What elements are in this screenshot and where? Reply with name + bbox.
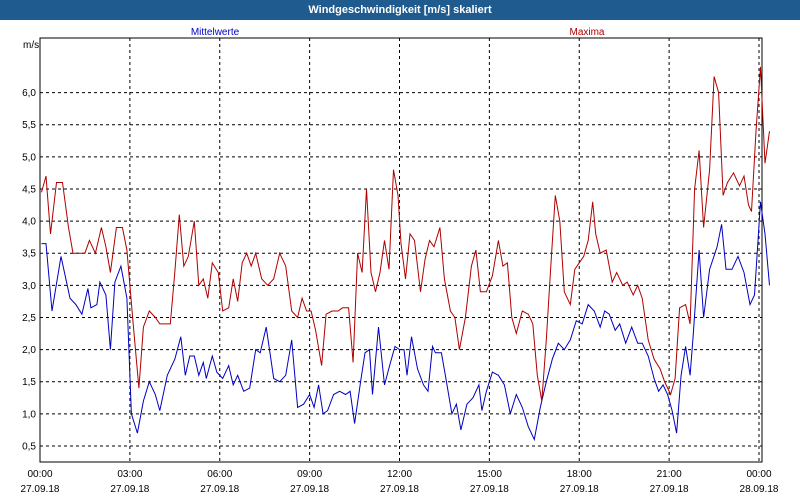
y-tick-label: 1,5: [22, 377, 36, 388]
x-tick-time: 00:00: [27, 469, 52, 480]
y-tick-label: 0,5: [22, 441, 36, 452]
x-tick-date: 28.09.18: [740, 484, 779, 495]
chart-area: 0,5 1,0 1,5 2,0 2,5 3,0 3,5 4,0 4,5 5,0 5,5 6,0 00:…: [21, 27, 779, 495]
series-line-mittelwerte: [41, 201, 770, 442]
x-tick-date: 27.09.18: [560, 484, 599, 495]
series-group: [41, 66, 770, 442]
y-tick-label: 2,0: [22, 345, 36, 356]
x-tick-date: 27.09.18: [470, 484, 509, 495]
x-tick-time: 09:00: [297, 469, 322, 480]
x-tick-time: 00:00: [746, 469, 771, 480]
x-axis-ticks: 00:00 27.09.18 03:00 27.09.18 06:00 27.09.18 0…: [21, 469, 779, 495]
series-line-maxima: [41, 66, 770, 402]
y-tick-label: 1,0: [22, 409, 36, 420]
y-tick-label: 4,5: [22, 184, 36, 195]
window-title: Windgeschwindigkeit [m/s] skaliert: [0, 0, 800, 20]
x-tick-time: 03:00: [117, 469, 142, 480]
y-tick-label: 5,0: [22, 152, 36, 163]
x-tick-time: 18:00: [567, 469, 592, 480]
x-tick-date: 27.09.18: [290, 484, 329, 495]
x-tick-date: 27.09.18: [200, 484, 239, 495]
y-tick-label: 3,0: [22, 281, 36, 292]
y-tick-label: 3,5: [22, 249, 36, 260]
plot-frame: [39, 37, 763, 463]
x-tick-time: 06:00: [207, 469, 232, 480]
y-axis-ticks: 0,5 1,0 1,5 2,0 2,5 3,0 3,5 4,0 4,5 5,0 5,5 6,0: [22, 88, 36, 452]
legend-maxima: Maxima: [569, 27, 604, 38]
grid: [39, 38, 762, 462]
y-tick-label: 4,0: [22, 217, 36, 228]
x-tick-date: 27.09.18: [650, 484, 689, 495]
y-axis-label: m/s: [23, 40, 39, 51]
y-tick-label: 6,0: [22, 88, 36, 99]
x-tick-time: 21:00: [657, 469, 682, 480]
x-tick-date: 27.09.18: [110, 484, 149, 495]
y-tick-label: 2,5: [22, 313, 36, 324]
legend-mittelwerte: Mittelwerte: [191, 27, 240, 38]
x-tick-date: 27.09.18: [380, 484, 419, 495]
y-tick-label: 5,5: [22, 120, 36, 131]
x-tick-time: 12:00: [387, 469, 412, 480]
x-tick-time: 15:00: [477, 469, 502, 480]
x-tick-date: 27.09.18: [21, 484, 60, 495]
